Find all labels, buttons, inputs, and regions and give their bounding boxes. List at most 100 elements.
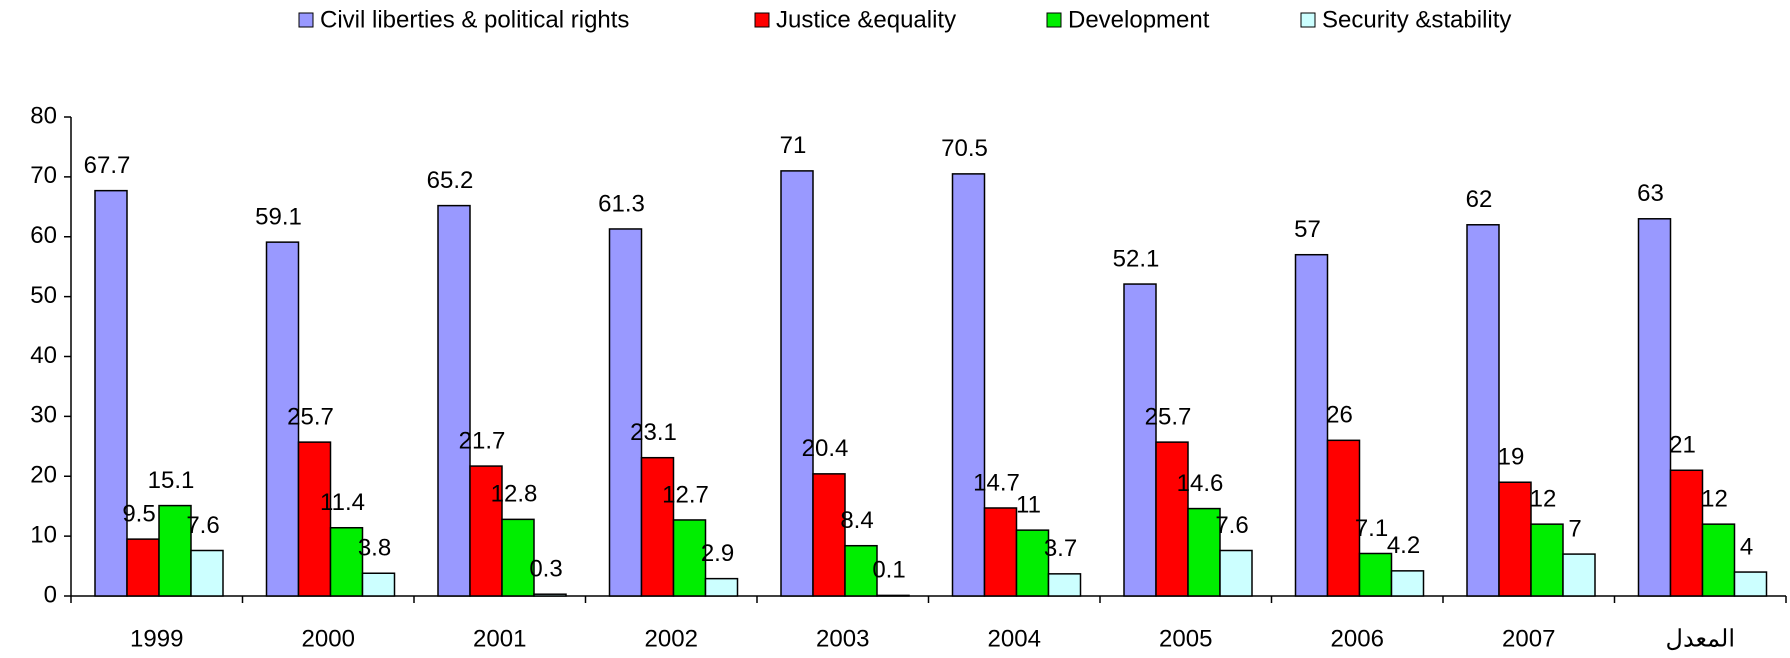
bar [1637, 218, 1672, 597]
bar [672, 519, 707, 597]
data-label: 12 [1701, 485, 1728, 512]
bar [608, 228, 643, 597]
bar [1358, 552, 1393, 597]
data-label: 4 [1740, 533, 1753, 560]
x-tick-label: 2006 [1331, 625, 1384, 652]
x-tick-label: 2007 [1502, 625, 1555, 652]
data-label: 71 [780, 132, 807, 159]
bar [1294, 253, 1329, 597]
data-label: 14.6 [1177, 470, 1224, 497]
data-label: 12 [1530, 485, 1557, 512]
legend-swatch [298, 12, 314, 28]
bar [469, 465, 503, 597]
bar [812, 473, 846, 597]
data-label: 3.7 [1044, 535, 1077, 562]
x-tick-label: 2005 [1159, 625, 1212, 652]
y-tick-label: 80 [30, 102, 57, 129]
y-tick-label: 30 [30, 402, 57, 429]
bar [983, 507, 1018, 597]
y-tick-label: 50 [30, 282, 57, 309]
data-label: 25.7 [287, 403, 334, 430]
data-label: 62 [1466, 186, 1493, 213]
legend-swatch [1046, 12, 1062, 28]
legend-label: Development [1068, 6, 1210, 33]
data-label: 14.7 [973, 469, 1020, 496]
bar [780, 170, 814, 597]
bar [1669, 469, 1704, 597]
bar [1123, 283, 1157, 597]
y-tick-label: 60 [30, 222, 57, 249]
bar [1326, 439, 1361, 597]
bar [1466, 224, 1500, 597]
data-label: 0.1 [872, 557, 905, 584]
data-label: 15.1 [148, 467, 195, 494]
bar [190, 549, 224, 597]
bar [437, 204, 471, 597]
data-label: 23.1 [630, 419, 677, 446]
data-label: 19 [1498, 444, 1525, 471]
y-tick-label: 0 [44, 581, 57, 608]
data-label: 20.4 [802, 435, 849, 462]
bar [640, 456, 675, 597]
y-tick-label: 70 [30, 162, 57, 189]
x-tick-label: 2002 [645, 625, 698, 652]
y-tick-label: 40 [30, 342, 57, 369]
bar [94, 189, 128, 597]
bar [297, 441, 332, 597]
data-label: 21 [1669, 432, 1696, 459]
x-tick-label: 2000 [302, 625, 355, 652]
y-tick-label: 10 [30, 521, 57, 548]
data-label: 7.6 [1215, 512, 1248, 539]
data-label: 11.4 [320, 489, 365, 516]
bar [1701, 523, 1736, 597]
data-label: 70.5 [941, 135, 988, 162]
data-label: 8.4 [840, 507, 873, 534]
legend-label: Civil liberties & political rights [320, 6, 629, 33]
data-label: 57 [1294, 216, 1321, 243]
bar [1047, 573, 1082, 597]
bar [501, 518, 535, 597]
x-tick-label: المعدل [1666, 625, 1735, 652]
data-label: 11 [1016, 491, 1041, 518]
data-label: 65.2 [427, 167, 474, 194]
data-label: 61.3 [598, 190, 645, 217]
bar [1530, 523, 1564, 597]
data-label: 52.1 [1113, 245, 1160, 272]
data-label: 67.7 [84, 152, 131, 179]
bar [1733, 571, 1768, 597]
bar [1498, 481, 1532, 597]
data-label: 9.5 [122, 500, 155, 527]
bar [361, 572, 396, 597]
x-tick-label: 2004 [988, 625, 1041, 652]
bar [1219, 549, 1253, 597]
data-label: 7.1 [1355, 515, 1388, 542]
bar [1015, 529, 1050, 597]
bar [704, 577, 739, 597]
x-tick-label: 2001 [473, 625, 526, 652]
bar [1562, 553, 1596, 597]
bar [876, 594, 910, 597]
legend-label: Justice &equality [776, 6, 956, 33]
x-tick-label: 2003 [816, 625, 869, 652]
bar [1390, 570, 1425, 597]
bar [329, 526, 364, 597]
data-label: 12.8 [491, 481, 538, 508]
legend-swatch [1300, 12, 1316, 28]
bar [158, 504, 192, 597]
bar [126, 538, 160, 597]
data-label: 7.6 [186, 512, 219, 539]
data-label: 63 [1637, 180, 1664, 207]
legend-label: Security &stability [1322, 6, 1511, 33]
data-label: 26 [1326, 402, 1353, 429]
data-label: 7 [1568, 515, 1581, 542]
legend-swatch [754, 12, 770, 28]
bar [1155, 441, 1189, 597]
data-label: 21.7 [459, 427, 506, 454]
bar [844, 544, 878, 597]
bar [533, 593, 567, 597]
data-label: 59.1 [255, 203, 302, 230]
data-label: 12.7 [662, 481, 709, 508]
x-tick-label: 1999 [130, 625, 183, 652]
data-label: 0.3 [529, 556, 562, 583]
data-label: 4.2 [1387, 532, 1420, 559]
